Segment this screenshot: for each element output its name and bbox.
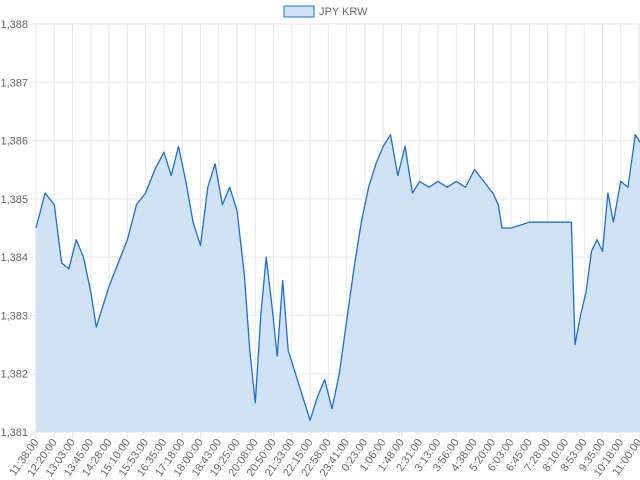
y-tick-label: 1,385	[0, 194, 28, 206]
x-axis: 11:38:0012:20:0013:03:0013:45:0014:28:00…	[8, 437, 640, 479]
legend[interactable]: JPY KRW	[283, 5, 368, 18]
plot-area	[35, 134, 640, 432]
series-line	[35, 134, 640, 421]
y-tick-label: 1,388	[0, 19, 28, 31]
y-tick-label: 1,386	[0, 136, 28, 148]
y-tick-label: 1,381	[0, 427, 28, 439]
y-tick-label: 1,387	[0, 77, 28, 89]
y-axis: 1,381 1,382 1,383 1,384 1,385 1,386 1,387 1,388	[0, 19, 28, 439]
y-tick-label: 1,384	[0, 252, 28, 264]
y-tick-label: 1,383	[0, 310, 28, 322]
series-area	[36, 134, 640, 432]
legend-label: JPY KRW	[319, 6, 368, 18]
legend-swatch	[283, 5, 315, 18]
y-tick-label: 1,382	[0, 369, 28, 381]
